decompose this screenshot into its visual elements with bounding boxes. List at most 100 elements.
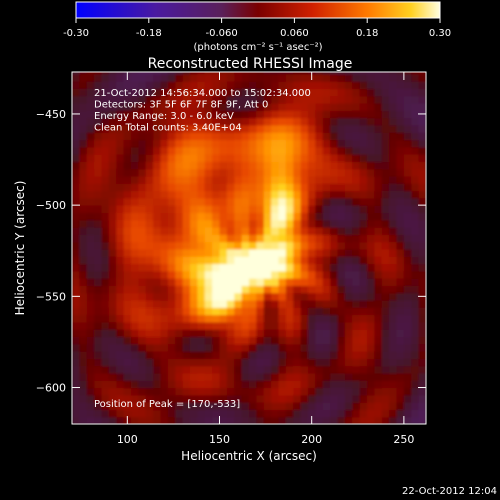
heatmap-cell (322, 197, 331, 206)
heatmap-cell (79, 227, 88, 235)
heatmap-cell (153, 72, 162, 75)
heatmap-cell (138, 205, 147, 214)
heatmap-cell (182, 380, 191, 389)
heatmap-cell (72, 299, 80, 308)
y-tick-label: −600 (36, 382, 66, 395)
heatmap-cell (352, 197, 361, 206)
heatmap-cell (249, 321, 257, 330)
heatmap-cell (418, 146, 426, 155)
heatmap-cell (153, 139, 162, 148)
heatmap-cell (226, 248, 235, 257)
heatmap-cell (300, 234, 309, 243)
heatmap-cell (322, 139, 331, 148)
heatmap-cell (330, 307, 339, 316)
heatmap-cell (411, 132, 420, 141)
heatmap-cell (315, 285, 324, 294)
heatmap-cell (72, 154, 80, 162)
heatmap-cell (204, 292, 213, 301)
heatmap-cell (197, 402, 206, 411)
heatmap-cell (241, 88, 250, 97)
heatmap-cell (241, 248, 250, 257)
heatmap-cell (315, 205, 324, 214)
heatmap-cell (381, 278, 390, 286)
heatmap-cell (197, 103, 206, 111)
heatmap-cell (367, 263, 375, 272)
heatmap-cell (344, 372, 353, 381)
heatmap-cell (315, 307, 324, 316)
heatmap-cell (138, 256, 147, 265)
heatmap-cell (374, 416, 383, 424)
heatmap-cell (403, 278, 412, 286)
heatmap-cell (212, 409, 221, 418)
heatmap-cell (123, 205, 132, 214)
heatmap-cell (219, 307, 228, 316)
heatmap-cell (160, 365, 169, 374)
heatmap-cell (322, 285, 331, 294)
heatmap-cell (234, 190, 243, 199)
heatmap-cell (367, 81, 375, 90)
heatmap-cell (300, 372, 309, 381)
heatmap-cell (396, 394, 405, 403)
colorbar-tick-label: -0.18 (136, 28, 162, 39)
heatmap-cell (86, 205, 95, 214)
heatmap-cell (219, 88, 228, 97)
heatmap-cell (123, 110, 132, 119)
heatmap-cell (418, 132, 426, 141)
heatmap-cell (145, 351, 154, 359)
heatmap-cell (263, 175, 272, 184)
heatmap-cell (374, 241, 383, 250)
heatmap-cell (418, 241, 426, 250)
heatmap-cell (101, 183, 110, 192)
heatmap-cell (131, 154, 139, 162)
heatmap-cell (94, 307, 103, 316)
heatmap-cell (145, 168, 154, 177)
heatmap-cell (204, 285, 213, 294)
heatmap-cell (86, 241, 95, 250)
heatmap-cell (315, 416, 324, 424)
heatmap-cell (138, 343, 147, 352)
heatmap-cell (389, 329, 398, 338)
heatmap-cell (131, 95, 139, 104)
heatmap-cell (278, 132, 287, 141)
heatmap-cell (219, 241, 228, 250)
heatmap-cell (344, 190, 353, 199)
heatmap-cell (197, 139, 206, 148)
heatmap-cell (263, 124, 272, 133)
heatmap-cell (389, 197, 398, 206)
heatmap-cell (300, 146, 309, 155)
heatmap-cell (226, 72, 235, 75)
heatmap-cell (175, 314, 184, 323)
heatmap-cell (367, 387, 375, 396)
heatmap-cell (226, 95, 235, 104)
heatmap-cell (175, 387, 184, 396)
heatmap-cell (241, 365, 250, 374)
heatmap-cell (182, 146, 191, 155)
annotations: 21-Oct-2012 14:56:34.000 to 15:02:34.000… (94, 88, 311, 134)
heatmap-cell (123, 212, 132, 221)
heatmap-cell (234, 299, 243, 308)
heatmap-cell (256, 73, 265, 82)
heatmap-cell (101, 402, 110, 411)
heatmap-cell (219, 321, 228, 330)
heatmap-cell (175, 372, 184, 381)
heatmap-cell (256, 234, 265, 243)
heatmap-cell (72, 416, 80, 424)
heatmap-cell (381, 358, 390, 367)
heatmap-cell (138, 190, 147, 199)
heatmap-cell (234, 132, 243, 141)
heatmap-cell (212, 336, 221, 345)
heatmap-cell (101, 175, 110, 184)
heatmap-cell (418, 190, 426, 199)
heatmap-cell (256, 72, 265, 75)
heatmap-cell (322, 256, 331, 265)
heatmap-cell (241, 416, 250, 424)
heatmap-cell (219, 278, 228, 286)
heatmap-cell (226, 278, 235, 286)
heatmap-cell (344, 81, 353, 90)
heatmap-cell (138, 372, 147, 381)
heatmap-cell (411, 358, 420, 367)
heatmap-cell (330, 139, 339, 148)
heatmap-cell (94, 278, 103, 286)
heatmap-cell (116, 402, 125, 411)
heatmap-cell (153, 132, 162, 141)
